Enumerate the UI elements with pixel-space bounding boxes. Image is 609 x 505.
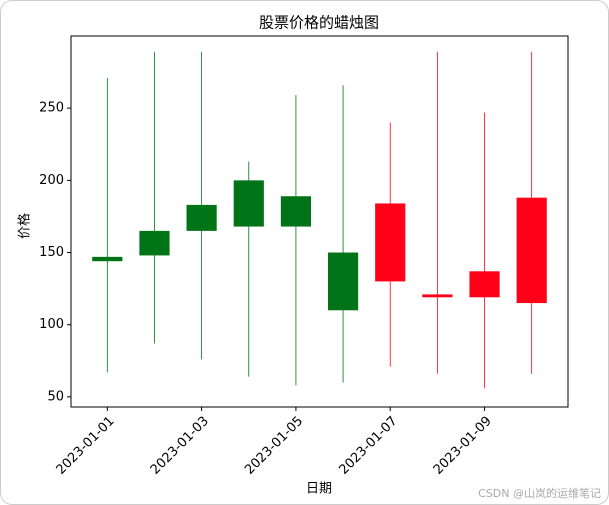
candle-body bbox=[516, 197, 547, 304]
chart-title: 股票价格的蜡烛图 bbox=[259, 14, 379, 32]
watermark: CSDN @山岚的运维笔记 bbox=[478, 486, 601, 500]
y-tick-label: 250 bbox=[39, 101, 64, 116]
plot-frame bbox=[70, 35, 569, 408]
x-tick-label: 2023-01-03 bbox=[148, 414, 212, 478]
y-axis-label: 价格 bbox=[17, 213, 33, 239]
candle-body bbox=[233, 180, 264, 227]
candle-body bbox=[92, 256, 123, 262]
y-tick-label: 200 bbox=[39, 173, 64, 188]
x-tick-label: 2023-01-09 bbox=[431, 414, 495, 478]
x-axis-label: 日期 bbox=[306, 482, 332, 497]
x-tick-label: 2023-01-05 bbox=[242, 414, 306, 478]
candle-body bbox=[280, 196, 312, 227]
candle-body bbox=[375, 203, 406, 282]
x-tick-label: 2023-01-01 bbox=[54, 414, 118, 478]
y-tick-label: 100 bbox=[39, 317, 64, 332]
candle-body bbox=[422, 294, 453, 298]
y-tick-label: 150 bbox=[39, 245, 64, 260]
candle-body bbox=[327, 252, 359, 311]
candle-body bbox=[139, 230, 170, 256]
x-tick-label: 2023-01-07 bbox=[336, 414, 400, 478]
y-tick-label: 50 bbox=[47, 389, 64, 404]
candle-body bbox=[469, 271, 500, 298]
candle-body bbox=[186, 204, 217, 231]
